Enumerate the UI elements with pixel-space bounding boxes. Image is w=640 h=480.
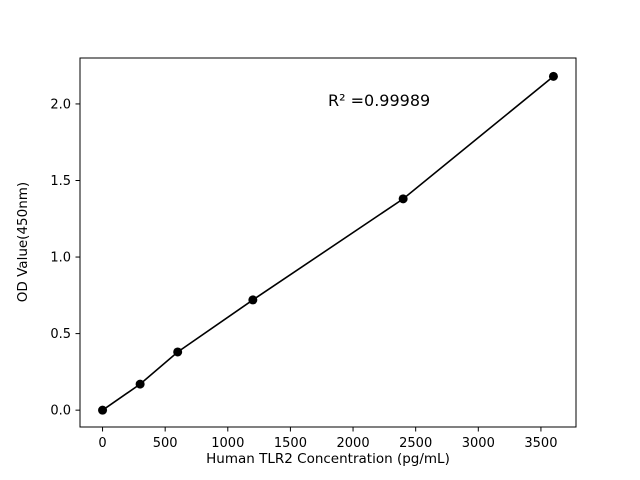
plot-dynamic-layer: 0 500 1000 1500 2000 2500 3000 3500 0.0 0.5 1.0 1.5…	[50, 57, 577, 451]
x-tick-label: 1000	[211, 436, 244, 451]
data-point	[398, 194, 408, 204]
x-tick-label: 0	[98, 436, 106, 451]
data-point	[248, 295, 258, 305]
x-tick-label: 2500	[399, 436, 432, 451]
fit-line	[102, 75, 554, 411]
x-axis-label: Human TLR2 Concentration (pg/mL)	[206, 451, 450, 467]
y-tick-label: 0.0	[50, 404, 71, 419]
data-point	[548, 71, 558, 81]
y-tick-label: 1.0	[50, 251, 71, 266]
data-point	[98, 405, 108, 415]
x-tick-label: 500	[153, 436, 178, 451]
x-tick-label: 3000	[462, 436, 495, 451]
data-point	[135, 379, 145, 389]
data-point	[173, 347, 183, 357]
x-tick-label: 1500	[274, 436, 307, 451]
y-tick-label: 0.5	[50, 327, 71, 342]
y-axis-label: OD Value(450nm)	[15, 182, 31, 302]
r-squared-annotation: R² =0.99989	[328, 91, 430, 110]
x-tick-label: 2000	[337, 436, 370, 451]
axes-frame	[79, 57, 577, 428]
y-tick-label: 1.5	[50, 174, 71, 189]
x-tick-label: 3500	[524, 436, 557, 451]
y-tick-label: 2.0	[50, 97, 71, 112]
